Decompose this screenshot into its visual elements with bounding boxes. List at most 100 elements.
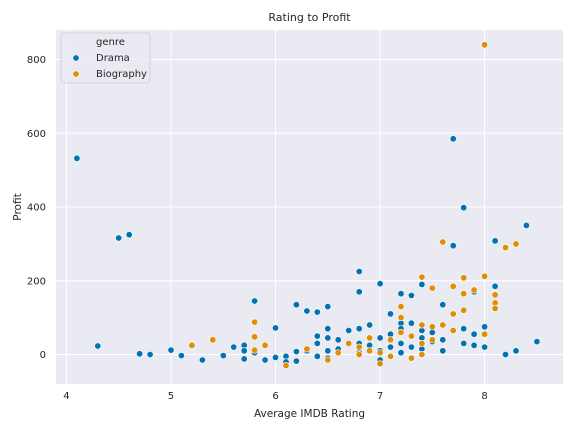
data-point-biography — [346, 340, 352, 346]
data-point-biography — [304, 346, 310, 352]
data-point-drama — [398, 350, 404, 356]
data-point-drama — [502, 351, 508, 357]
data-point-drama — [178, 352, 184, 358]
data-point-drama — [523, 222, 529, 228]
data-point-drama — [440, 348, 446, 354]
data-point-drama — [325, 348, 331, 354]
data-point-biography — [429, 324, 435, 330]
data-point-biography — [481, 42, 487, 48]
data-point-drama — [513, 348, 519, 354]
data-point-drama — [325, 326, 331, 332]
data-point-biography — [251, 334, 257, 340]
data-point-biography — [450, 327, 456, 333]
data-point-drama — [293, 302, 299, 308]
y-tick-label: 400 — [27, 203, 46, 214]
data-point-biography — [513, 241, 519, 247]
data-point-drama — [335, 337, 341, 343]
data-point-drama — [314, 333, 320, 339]
x-axis-label: Average IMDB Rating — [254, 408, 365, 420]
data-point-drama — [471, 331, 477, 337]
data-point-drama — [251, 298, 257, 304]
legend-label-biography: Biography — [96, 69, 147, 80]
data-point-drama — [293, 348, 299, 354]
data-point-drama — [450, 243, 456, 249]
x-tick-label: 4 — [63, 391, 69, 402]
data-point-drama — [481, 344, 487, 350]
x-tick-label: 7 — [377, 391, 383, 402]
data-point-drama — [356, 289, 362, 295]
data-point-drama — [346, 327, 352, 333]
data-point-biography — [356, 351, 362, 357]
legend-marker-biography — [73, 71, 79, 77]
data-point-drama — [440, 337, 446, 343]
data-point-drama — [293, 358, 299, 364]
data-point-biography — [429, 285, 435, 291]
data-point-biography — [387, 337, 393, 343]
data-point-biography — [251, 319, 257, 325]
data-point-drama — [398, 340, 404, 346]
data-point-biography — [461, 275, 467, 281]
x-tick-label: 5 — [168, 391, 174, 402]
data-point-drama — [262, 357, 268, 363]
data-point-drama — [461, 205, 467, 211]
data-point-biography — [461, 307, 467, 313]
data-point-drama — [126, 232, 132, 238]
data-point-biography — [481, 273, 487, 279]
data-point-drama — [387, 311, 393, 317]
data-point-drama — [314, 309, 320, 315]
data-point-drama — [325, 303, 331, 309]
data-point-drama — [304, 308, 310, 314]
data-point-drama — [95, 343, 101, 349]
data-point-drama — [147, 351, 153, 357]
data-point-drama — [440, 302, 446, 308]
data-point-biography — [429, 337, 435, 343]
data-point-biography — [502, 244, 508, 250]
data-point-biography — [419, 274, 425, 280]
data-point-drama — [356, 268, 362, 274]
data-point-biography — [440, 239, 446, 245]
data-point-biography — [419, 340, 425, 346]
data-point-biography — [450, 283, 456, 289]
y-axis-label: Profit — [12, 193, 24, 220]
data-point-drama — [492, 238, 498, 244]
x-tick-label: 6 — [272, 391, 278, 402]
y-tick-label: 600 — [27, 129, 46, 140]
data-point-drama — [220, 352, 226, 358]
data-point-biography — [262, 342, 268, 348]
data-point-drama — [136, 351, 142, 357]
data-point-drama — [461, 340, 467, 346]
legend-title: genre — [96, 37, 125, 48]
data-point-biography — [492, 292, 498, 298]
data-point-drama — [398, 291, 404, 297]
data-point-drama — [241, 348, 247, 354]
legend: genre Drama Biography — [61, 33, 150, 83]
data-point-biography — [398, 314, 404, 320]
data-point-drama — [461, 326, 467, 332]
data-point-drama — [408, 292, 414, 298]
data-point-drama — [419, 281, 425, 287]
chart-title: Rating to Profit — [268, 11, 351, 24]
data-point-biography — [366, 335, 372, 341]
data-point-biography — [189, 342, 195, 348]
data-point-drama — [471, 342, 477, 348]
data-point-drama — [116, 235, 122, 241]
data-point-drama — [314, 353, 320, 359]
data-point-biography — [492, 305, 498, 311]
data-point-drama — [231, 344, 237, 350]
data-point-biography — [251, 347, 257, 353]
y-tick-label: 0 — [40, 350, 46, 361]
data-point-biography — [471, 287, 477, 293]
data-point-drama — [481, 324, 487, 330]
data-point-drama — [450, 136, 456, 142]
data-point-drama — [272, 354, 278, 360]
data-point-drama — [325, 335, 331, 341]
data-point-biography — [419, 351, 425, 357]
data-point-biography — [377, 350, 383, 356]
data-point-biography — [408, 333, 414, 339]
data-point-biography — [481, 331, 487, 337]
legend-marker-drama — [73, 55, 79, 61]
data-point-biography — [398, 303, 404, 309]
data-point-drama — [356, 326, 362, 332]
